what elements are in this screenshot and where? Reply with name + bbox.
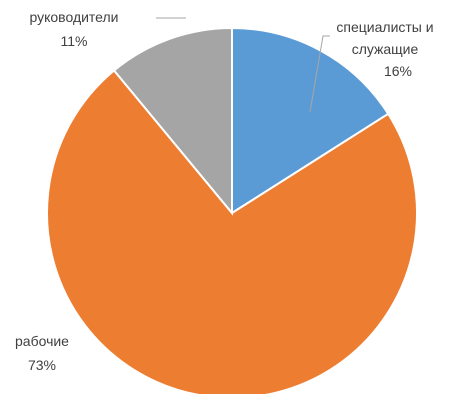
slice-value-specialists: 16% [384,63,412,79]
slice-label-specialists-line2: служащие [352,41,419,57]
pie-slice-specialists [231,26,390,215]
slice-value-workers: 73% [28,357,56,373]
slice-label-specialists-line1: специалисты и [336,19,433,35]
slice-label-workers: рабочие [15,333,69,349]
pie-slices [46,26,418,394]
pie-slice-managers [112,26,233,216]
leader-line-specialists [309,35,330,113]
leader-lines [156,17,330,113]
slice-value-managers: 11% [61,33,88,49]
pie-slice-workers [46,69,418,394]
slice-label-managers: руководители [29,9,118,25]
